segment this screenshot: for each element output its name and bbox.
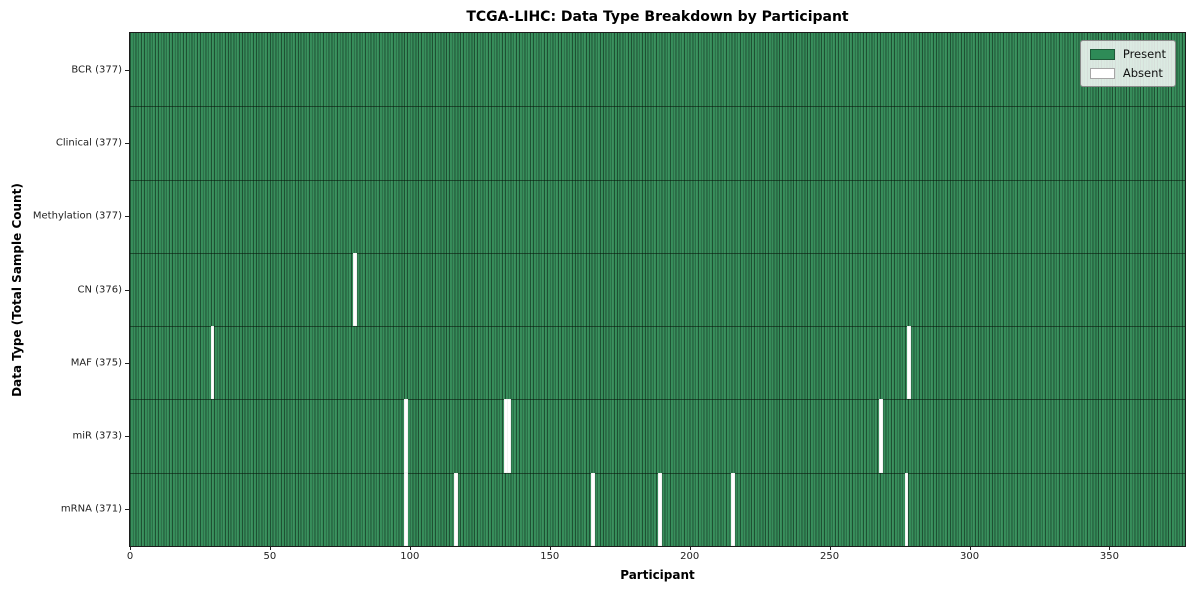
y-tick-label: miR (373) [72, 430, 122, 442]
x-tick-label: 250 [820, 551, 840, 562]
y-tick-mark [125, 216, 129, 218]
x-tick-mark [549, 546, 551, 550]
legend-entry: Absent [1089, 66, 1166, 80]
x-tick-mark [689, 546, 691, 550]
legend-swatch [1089, 48, 1115, 60]
y-tick-mark [125, 69, 129, 71]
x-tick-label: 150 [540, 551, 560, 562]
absent-cell [353, 252, 358, 327]
absent-cell [907, 326, 912, 400]
y-tick-label: mRNA (371) [60, 503, 122, 515]
absent-cell [591, 472, 596, 546]
y-tick-label: BCR (377) [71, 64, 122, 76]
x-axis-label: Participant [620, 568, 695, 582]
x-tick-label: 300 [959, 551, 980, 562]
row-divider [130, 399, 1185, 401]
y-tick-mark [125, 362, 129, 364]
absent-cell [454, 472, 458, 546]
chart-title: TCGA-LIHC: Data Type Breakdown by Partic… [466, 9, 849, 25]
y-tick-mark [125, 509, 129, 511]
absent-cell [658, 472, 663, 546]
row-divider [130, 252, 1185, 254]
absent-cell [504, 399, 509, 473]
legend-entry: Present [1089, 47, 1166, 61]
x-tick-mark [130, 546, 131, 550]
absent-cell [879, 399, 884, 473]
row-divider [130, 472, 1185, 474]
legend: Present Absent [1079, 40, 1176, 87]
y-tick-mark [125, 436, 129, 438]
y-tick-label: MAF (375) [70, 357, 122, 369]
absent-cell [731, 472, 735, 546]
y-tick-label: CN (376) [77, 284, 122, 295]
x-tick-label: 100 [400, 551, 420, 562]
x-tick-mark [269, 546, 271, 550]
y-tick-mark [125, 142, 129, 144]
absent-cell [904, 472, 909, 546]
absent-cell [403, 472, 408, 546]
absent-cell [507, 399, 512, 473]
x-tick-label: 200 [680, 551, 700, 562]
x-tick-mark [1109, 546, 1111, 550]
absent-cell [403, 399, 408, 473]
x-tick-label: 350 [1099, 551, 1119, 562]
row-divider [130, 106, 1185, 108]
x-tick-mark [969, 546, 971, 550]
legend-swatch [1089, 67, 1115, 79]
x-tick-label: 0 [126, 551, 134, 562]
y-tick-label: Methylation (377) [32, 210, 122, 222]
legend-label: Present [1122, 47, 1166, 61]
x-tick-mark [829, 546, 831, 550]
absent-cell [210, 326, 215, 400]
plot-area: Present Absent [129, 32, 1186, 547]
y-tick-label: Clinical (377) [55, 137, 122, 149]
y-tick-mark [125, 289, 129, 291]
legend-label: Absent [1122, 66, 1163, 80]
x-tick-mark [409, 546, 411, 550]
row-divider [130, 179, 1185, 181]
x-tick-label: 50 [263, 551, 277, 562]
row-divider [130, 326, 1185, 328]
